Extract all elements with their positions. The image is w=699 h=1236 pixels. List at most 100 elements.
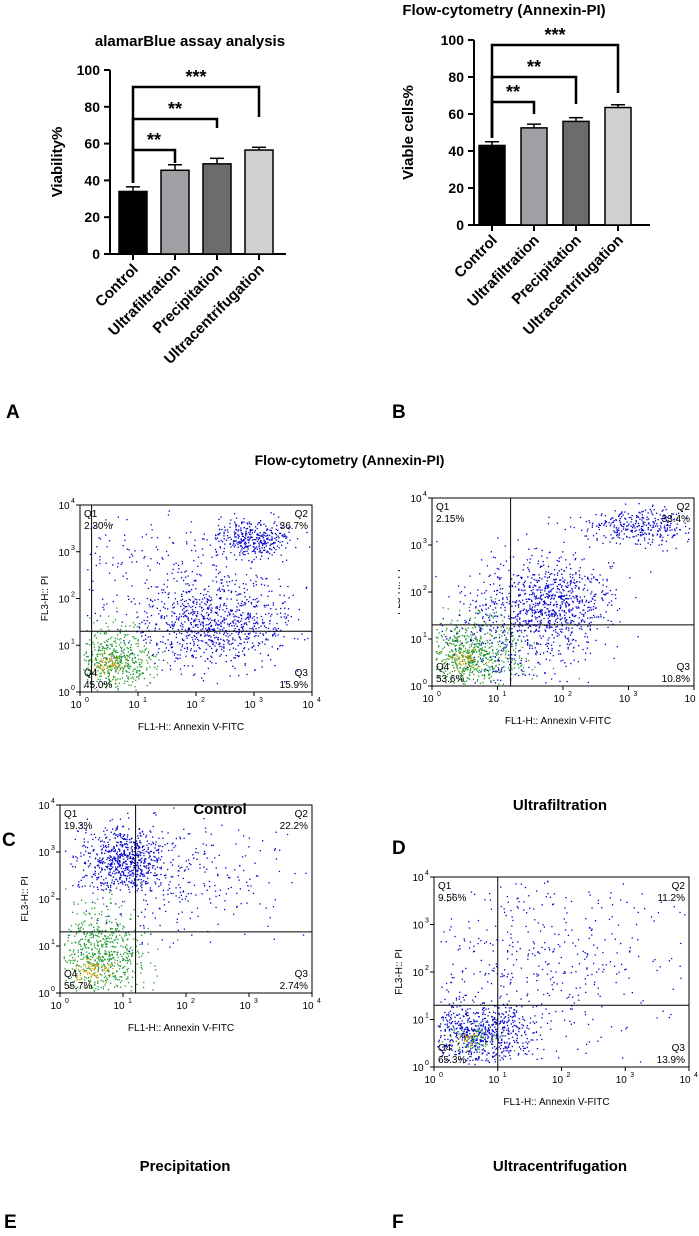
scatter-point: [110, 958, 112, 960]
scatter-point: [579, 574, 581, 576]
scatter-point: [98, 950, 101, 952]
scatter-point: [544, 606, 546, 608]
scatter-point: [103, 972, 106, 975]
scatter-point: [117, 678, 119, 680]
scatter-point: [105, 929, 107, 932]
scatter-point: [122, 925, 124, 927]
scatter-point: [613, 526, 615, 528]
scatter-point: [230, 590, 233, 592]
scatter-point: [508, 627, 511, 629]
scatter-point: [461, 660, 463, 662]
scatter-point: [83, 669, 85, 671]
scatter-point: [529, 558, 531, 560]
scatter-point: [581, 601, 583, 603]
scatter-point: [115, 651, 117, 653]
scatter-point: [266, 534, 269, 537]
scatter-point: [567, 586, 569, 588]
scatter-point: [125, 658, 127, 660]
scatter-point: [127, 953, 129, 955]
scatter-point: [497, 660, 499, 662]
scatter-point: [529, 562, 531, 564]
scatter-point: [449, 655, 451, 657]
scatter-point: [133, 662, 135, 664]
scatter-point: [119, 981, 122, 984]
scatter-point: [482, 657, 484, 660]
scatter-point: [462, 646, 464, 648]
scatter-point: [270, 530, 272, 532]
scatter-point: [554, 629, 557, 631]
scatter-point: [204, 602, 206, 605]
scatter-point: [472, 639, 475, 642]
scatter-point: [110, 950, 112, 953]
scatter-point: [519, 622, 521, 624]
scatter-point: [138, 854, 140, 856]
scatter-point: [130, 953, 132, 955]
scatter-point: [589, 629, 591, 631]
scatter-point: [83, 956, 85, 958]
scatter-point: [89, 961, 91, 964]
scatter-point: [483, 663, 485, 666]
scatter-point: [530, 625, 532, 627]
scatter-point: [199, 623, 202, 625]
scatter-point: [475, 645, 477, 647]
scatter-point: [223, 647, 225, 649]
scatter-point: [203, 616, 205, 618]
scatter-point: [513, 625, 515, 628]
scatter-point: [273, 513, 275, 515]
scatter-point: [87, 664, 90, 666]
scatter-point: [463, 667, 465, 669]
scatter-point: [512, 617, 514, 619]
y-tick-label: 10: [410, 541, 422, 552]
bar-control: [478, 144, 506, 226]
scatter-point: [155, 969, 157, 971]
scatter-point: [214, 611, 216, 613]
scatter-point: [116, 638, 119, 640]
scatter-point: [443, 668, 445, 670]
scatter-point: [133, 938, 135, 940]
scatter-point: [141, 852, 143, 854]
scatter-point: [642, 522, 644, 524]
scatter-point: [238, 525, 240, 527]
scatter-point: [122, 670, 124, 672]
scatter-point: [208, 585, 210, 587]
scatter-point: [565, 601, 568, 603]
scatter-point: [479, 605, 481, 607]
scatter-point: [489, 613, 491, 616]
scatter-point: [99, 953, 101, 955]
scatter-point: [531, 614, 534, 617]
scatter-point: [262, 537, 265, 539]
scatter-point: [573, 659, 575, 661]
scatter-point: [644, 547, 647, 549]
scatter-point: [586, 641, 588, 643]
scatter-point: [119, 655, 121, 657]
scatter-point: [526, 635, 528, 637]
scatter-point: [634, 530, 636, 533]
scatter-point: [115, 665, 117, 667]
scatter-point: [126, 663, 128, 665]
scatter-point: [277, 540, 280, 542]
scatter-point: [191, 631, 193, 633]
scatter-point: [545, 625, 547, 627]
scatter-point: [482, 643, 484, 645]
scatter-point: [469, 592, 472, 594]
scatter-point: [559, 618, 561, 620]
scatter-point: [459, 656, 461, 658]
scatter-point: [258, 546, 260, 548]
scatter-point: [491, 671, 493, 673]
scatter-point: [520, 610, 522, 612]
scatter-point: [103, 830, 105, 832]
scatter-point: [644, 532, 646, 534]
scatter-point: [559, 606, 561, 609]
scatter-point: [74, 960, 76, 962]
scatter-point: [216, 607, 219, 610]
scatter-point: [259, 535, 261, 537]
scatter-point: [547, 604, 549, 606]
scatter-point: [162, 651, 164, 653]
scatter-point: [575, 571, 577, 574]
scatter-point: [98, 956, 100, 958]
scatter-point: [201, 601, 203, 603]
scatter-point: [119, 986, 122, 988]
scatter-point: [106, 603, 108, 605]
scatter-point: [535, 611, 537, 613]
scatter-point: [128, 880, 130, 883]
